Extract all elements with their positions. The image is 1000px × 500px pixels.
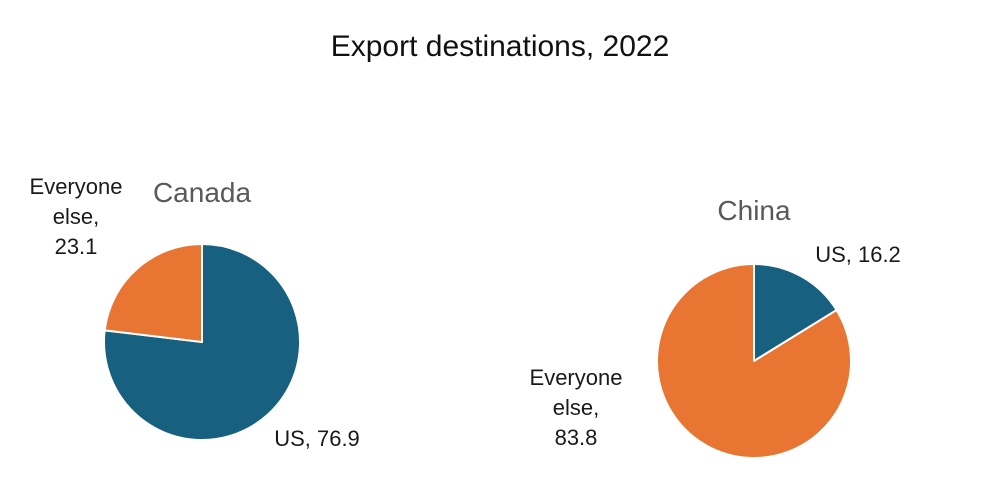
slice-label-canada-everyone-else: Everyone else, 23.1 xyxy=(30,174,123,259)
pie-title-canada: Canada xyxy=(153,177,252,208)
pie-china: China US, 16.2 Everyone else, 83.8 xyxy=(530,195,901,459)
pie-slice-china-everyone-else xyxy=(656,263,852,459)
chart-title: Export destinations, 2022 xyxy=(330,30,670,63)
pie-slice-china-us xyxy=(753,263,838,362)
pie-title-china: China xyxy=(717,195,791,226)
pie-canada: Canada US, 76.9 Everyone else, 23.1 xyxy=(30,174,360,451)
pie-slice-canada-everyone-else xyxy=(103,243,203,343)
slice-label-china-us: US, 16.2 xyxy=(815,242,901,267)
slice-label-china-everyone-else: Everyone else, 83.8 xyxy=(530,365,623,450)
slice-label-canada-us: US, 76.9 xyxy=(274,426,360,451)
